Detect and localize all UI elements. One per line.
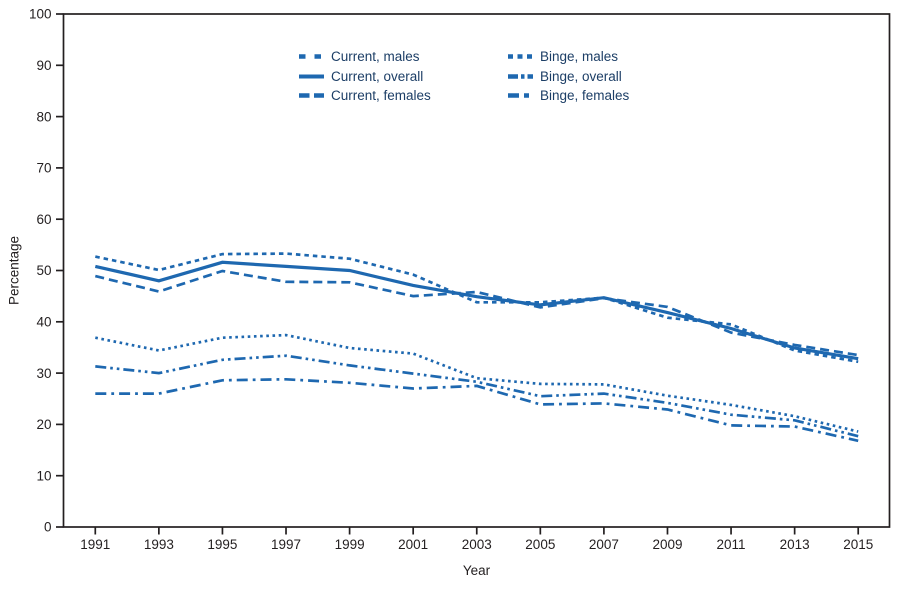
y-axis-tick-labels: 0 10 20 30 40 50 60 70 80 90 100 xyxy=(29,7,52,535)
y-axis-ticks xyxy=(56,13,64,528)
legend-label-current-females: Current, females xyxy=(331,87,431,103)
x-tick-label: 2013 xyxy=(780,537,810,552)
legend-column-current: Current, males Current, overall Current,… xyxy=(299,47,431,105)
y-tick-label: 50 xyxy=(36,263,51,278)
legend-item-current-females: Current, females xyxy=(299,86,431,105)
x-tick-label: 2007 xyxy=(589,537,619,552)
series-line-binge-males xyxy=(95,333,859,433)
x-tick-label: 1999 xyxy=(335,537,365,552)
y-tick-label: 80 xyxy=(36,109,51,124)
y-tick-label: 60 xyxy=(36,212,51,227)
legend-label-binge-females: Binge, females xyxy=(540,87,630,103)
legend-swatch-binge-males-icon xyxy=(508,54,533,59)
legend-swatch-binge-overall-icon xyxy=(508,73,533,79)
x-tick-label: 2005 xyxy=(525,537,555,552)
legend-swatch-current-overall-icon xyxy=(299,74,324,79)
series-line-current-overall xyxy=(94,260,859,361)
y-tick-label: 40 xyxy=(36,315,51,330)
x-tick-label: 1993 xyxy=(144,537,174,552)
series-line-current-males xyxy=(95,252,859,364)
series-line-binge-females xyxy=(95,377,859,443)
series-line-current-females xyxy=(94,269,859,357)
x-tick-label: 2009 xyxy=(652,537,682,552)
y-tick-label: 70 xyxy=(36,161,51,176)
legend-label-binge-males: Binge, males xyxy=(540,49,619,65)
plot-frame xyxy=(62,13,891,528)
series-lines xyxy=(94,252,859,443)
x-axis-ticks xyxy=(94,527,860,535)
x-tick-label: 2011 xyxy=(717,537,746,552)
x-tick-label: 2003 xyxy=(462,537,492,552)
legend-swatch-current-males-icon xyxy=(299,54,324,59)
x-tick-label: 1991 xyxy=(80,537,110,552)
y-tick-label: 100 xyxy=(29,7,52,22)
legend-item-binge-overall: Binge, overall xyxy=(508,66,629,85)
x-tick-label: 1997 xyxy=(271,537,301,552)
legend-swatch-binge-females-icon xyxy=(508,93,533,98)
y-tick-label: 30 xyxy=(36,366,51,381)
legend-swatch-current-females-icon xyxy=(299,93,324,98)
legend-column-binge: Binge, males Binge, overall Binge, femal… xyxy=(508,47,629,105)
legend-label-current-males: Current, males xyxy=(331,49,420,65)
y-tick-label: 90 xyxy=(36,58,51,73)
x-tick-label: 2015 xyxy=(843,537,873,552)
x-tick-label: 1995 xyxy=(207,537,237,552)
x-axis-tick-labels: 1991 1993 1995 1997 1999 2001 2003 2005 2007 2009… xyxy=(80,537,873,552)
series-line-binge-overall xyxy=(95,354,859,438)
x-tick-label: 2001 xyxy=(398,537,428,552)
legend-label-binge-overall: Binge, overall xyxy=(540,68,622,84)
legend-item-current-males: Current, males xyxy=(299,47,431,66)
y-tick-label: 20 xyxy=(36,417,51,432)
y-tick-label: 0 xyxy=(44,520,52,535)
y-axis-title: Percentage xyxy=(6,235,22,306)
legend-item-current-overall: Current, overall xyxy=(299,66,431,85)
legend-label-current-overall: Current, overall xyxy=(331,68,424,84)
x-axis-title: Year xyxy=(462,563,491,578)
y-tick-label: 10 xyxy=(36,468,51,483)
legend-item-binge-males: Binge, males xyxy=(508,47,629,66)
legend-item-binge-females: Binge, females xyxy=(508,86,629,105)
